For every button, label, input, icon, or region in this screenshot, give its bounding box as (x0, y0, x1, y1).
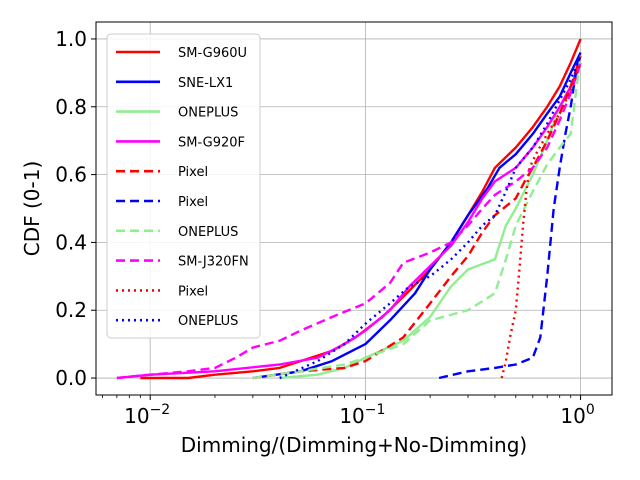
legend-label: Pixel (178, 195, 208, 210)
y-tick-label: 0.2 (55, 298, 87, 322)
legend-label: ONEPLUS (178, 314, 238, 329)
x-tick-base: 10 (124, 404, 149, 428)
x-tick-label: 100 (560, 402, 594, 428)
y-tick-label: 0.0 (55, 366, 87, 390)
x-tick-label: 10−1 (339, 402, 385, 428)
series-line-oneplus-dotted (279, 55, 582, 380)
legend-label: Pixel (178, 284, 208, 299)
legend-label: SM-G960U (178, 46, 247, 61)
axis-ticks: 0.00.20.40.60.81.010−2 10−1 100 (55, 27, 595, 428)
legend-label: SM-G920F (178, 135, 245, 150)
y-tick-label: 0.6 (55, 163, 87, 187)
series-line-sm-g920f-solid (116, 62, 582, 380)
x-tick-exponent: −2 (150, 402, 171, 418)
legend-label: ONEPLUS (178, 225, 238, 240)
x-tick-base: 10 (560, 404, 585, 428)
x-tick-exponent: −1 (365, 402, 386, 418)
x-tick-exponent: 0 (586, 402, 595, 418)
legend-box (106, 33, 261, 339)
y-axis-label: CDF (0-1) (20, 161, 44, 257)
legend-label: ONEPLUS (178, 106, 238, 121)
y-tick-label: 1.0 (55, 27, 87, 51)
legend-label: SNE-LX1 (178, 76, 233, 91)
y-tick-label: 0.4 (55, 230, 87, 254)
series-lines (116, 38, 582, 380)
x-tick-base: 10 (339, 404, 364, 428)
series-line-sne-lx1-solid (252, 51, 582, 380)
series-line-oneplus-solid (279, 65, 582, 380)
x-tick-label: 10−2 (124, 402, 170, 428)
x-axis-label: Dimming/(Dimming+No-Dimming) (181, 433, 527, 457)
legend: SM-G960U SNE-LX1 ONEPLUS SM-G920F Pixel Pixel… (106, 33, 261, 339)
legend-label: Pixel (178, 165, 208, 180)
plot-frame (95, 21, 613, 396)
y-tick-label: 0.8 (55, 95, 87, 119)
series-line-oneplus-dashed (252, 55, 582, 380)
series-line-pixel-dashed (252, 55, 582, 380)
series-line-pixel-dashed (438, 52, 582, 380)
series-line-sm-j320fn-dashed (116, 62, 582, 380)
legend-label: SM-J320FN (178, 255, 249, 270)
